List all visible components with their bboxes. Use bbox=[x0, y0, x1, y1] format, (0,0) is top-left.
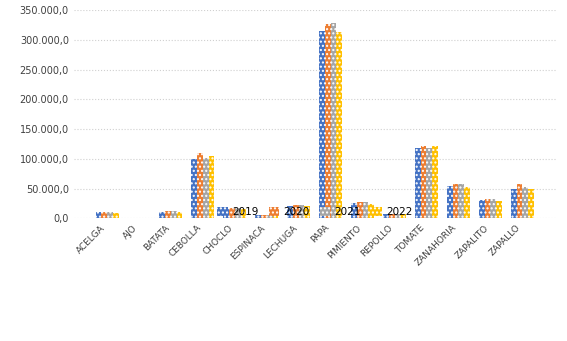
Bar bbox=[464, 187, 470, 218]
Bar bbox=[159, 212, 165, 218]
Bar bbox=[432, 146, 438, 218]
Bar bbox=[223, 209, 229, 218]
Bar bbox=[447, 186, 452, 218]
Bar bbox=[357, 202, 362, 218]
Bar bbox=[351, 203, 357, 218]
Bar bbox=[389, 214, 395, 218]
Bar bbox=[400, 214, 406, 218]
Bar bbox=[293, 205, 299, 218]
Bar bbox=[113, 212, 119, 218]
Bar bbox=[96, 212, 101, 218]
Bar bbox=[528, 189, 534, 218]
Bar bbox=[192, 159, 197, 218]
Bar bbox=[107, 212, 113, 218]
Bar bbox=[496, 201, 502, 218]
Bar bbox=[304, 206, 310, 218]
Bar bbox=[362, 202, 369, 218]
Bar bbox=[458, 184, 464, 218]
Bar bbox=[235, 208, 240, 218]
Bar bbox=[101, 212, 107, 218]
Bar bbox=[325, 24, 331, 218]
Bar bbox=[383, 214, 389, 218]
Bar bbox=[490, 198, 496, 218]
Bar bbox=[197, 153, 203, 218]
Bar bbox=[267, 215, 273, 218]
Bar bbox=[261, 215, 267, 218]
Bar bbox=[479, 201, 485, 218]
Bar bbox=[171, 211, 177, 218]
Bar bbox=[287, 206, 293, 218]
Bar bbox=[452, 184, 458, 218]
Bar bbox=[485, 198, 490, 218]
Bar bbox=[209, 157, 214, 218]
Bar bbox=[336, 32, 342, 218]
Bar bbox=[177, 212, 183, 218]
Bar bbox=[421, 146, 426, 218]
Bar bbox=[426, 148, 432, 218]
Bar bbox=[299, 205, 304, 218]
Bar bbox=[522, 187, 528, 218]
Bar bbox=[511, 189, 517, 218]
Legend: 2019, 2020, 2021, 2022: 2019, 2020, 2021, 2022 bbox=[217, 207, 412, 217]
Bar bbox=[240, 209, 246, 218]
Bar bbox=[319, 31, 325, 218]
Bar bbox=[255, 215, 261, 218]
Bar bbox=[331, 23, 336, 218]
Bar bbox=[517, 184, 522, 218]
Bar bbox=[229, 208, 235, 218]
Bar bbox=[273, 215, 278, 218]
Bar bbox=[395, 214, 400, 218]
Bar bbox=[203, 158, 209, 218]
Bar bbox=[165, 210, 171, 218]
Bar bbox=[415, 148, 421, 218]
Bar bbox=[369, 204, 374, 218]
